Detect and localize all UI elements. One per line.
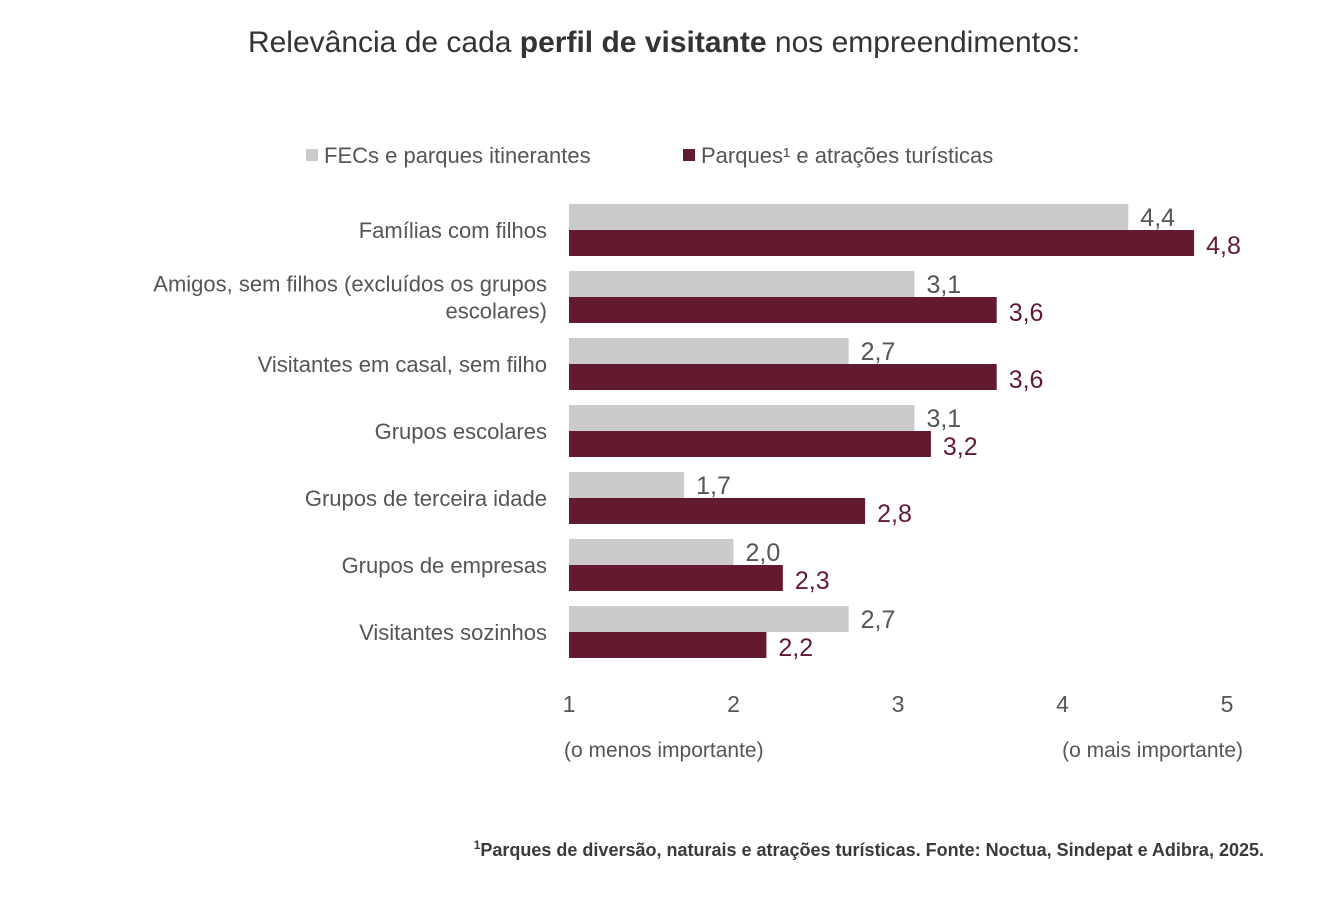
footnote-marker: 1 bbox=[473, 838, 481, 852]
legend-item-fec-label: FECs e parques itinerantes bbox=[324, 143, 591, 168]
category-label-4: Grupos de terceira idade bbox=[305, 486, 547, 511]
bar-parques-5 bbox=[569, 565, 783, 591]
bar-fec-2 bbox=[569, 338, 849, 364]
value-label-fec-4: 1,7 bbox=[696, 472, 731, 500]
category-label-1-line-1: escolares) bbox=[446, 299, 547, 324]
value-label-fec-6: 2,7 bbox=[861, 606, 896, 634]
value-label-fec-5: 2,0 bbox=[746, 539, 781, 567]
x-tick-label-2: 2 bbox=[727, 691, 740, 717]
bar-parques-3 bbox=[569, 431, 931, 457]
bar-fec-6 bbox=[569, 606, 849, 632]
category-label-6: Visitantes sozinhos bbox=[359, 620, 547, 645]
x-tick-label-3: 3 bbox=[892, 691, 905, 717]
legend-item-parques-swatch bbox=[683, 149, 695, 161]
bar-parques-1 bbox=[569, 297, 997, 323]
x-tick-label-5: 5 bbox=[1221, 691, 1234, 717]
x-tick-label-4: 4 bbox=[1056, 691, 1069, 717]
value-label-parques-6: 2,2 bbox=[778, 634, 813, 662]
footnote: 1Parques de diversão, naturais e atraçõe… bbox=[474, 838, 1264, 861]
bar-parques-2 bbox=[569, 364, 997, 390]
x-annotation-min: (o menos importante) bbox=[564, 739, 764, 762]
category-label-0: Famílias com filhos bbox=[359, 218, 547, 243]
title-part-1: Relevância de cada bbox=[247, 26, 520, 59]
category-label-5: Grupos de empresas bbox=[342, 553, 547, 578]
value-label-fec-0: 4,4 bbox=[1140, 204, 1175, 232]
legend-item-fec-swatch bbox=[306, 149, 318, 161]
value-label-parques-4: 2,8 bbox=[877, 500, 912, 528]
bar-fec-1 bbox=[569, 271, 915, 297]
value-label-parques-0: 4,8 bbox=[1206, 232, 1241, 260]
bar-fec-4 bbox=[569, 472, 685, 498]
category-label-3: Grupos escolares bbox=[375, 419, 547, 444]
value-label-parques-3: 3,2 bbox=[943, 433, 978, 461]
title-part-2: nos empreendimentos: bbox=[766, 26, 1081, 59]
bar-parques-4 bbox=[569, 498, 866, 524]
bar-fec-5 bbox=[569, 539, 734, 565]
value-label-fec-2: 2,7 bbox=[861, 338, 896, 366]
value-label-parques-5: 2,3 bbox=[795, 567, 830, 595]
x-annotation-max: (o mais importante) bbox=[1062, 739, 1243, 762]
bar-parques-6 bbox=[569, 632, 767, 658]
category-label-2: Visitantes em casal, sem filho bbox=[258, 352, 547, 377]
bar-parques-0 bbox=[569, 230, 1195, 256]
title-bold: perfil de visitante bbox=[519, 26, 767, 59]
bar-fec-3 bbox=[569, 405, 915, 431]
bar-fec-0 bbox=[569, 204, 1129, 230]
category-label-1-line-0: Amigos, sem filhos (excluídos os grupos bbox=[153, 272, 547, 297]
value-label-parques-2: 3,6 bbox=[1009, 366, 1044, 394]
x-tick-label-1: 1 bbox=[563, 691, 576, 717]
chart-title: Relevância de cada perfil de visitante n… bbox=[0, 26, 1328, 60]
footnote-text: Parques de diversão, naturais e atrações… bbox=[480, 840, 1264, 860]
legend-item-parques-label: Parques¹ e atrações turísticas bbox=[701, 143, 993, 168]
value-label-fec-1: 3,1 bbox=[926, 271, 961, 299]
value-label-fec-3: 3,1 bbox=[926, 405, 961, 433]
value-label-parques-1: 3,6 bbox=[1009, 299, 1044, 327]
